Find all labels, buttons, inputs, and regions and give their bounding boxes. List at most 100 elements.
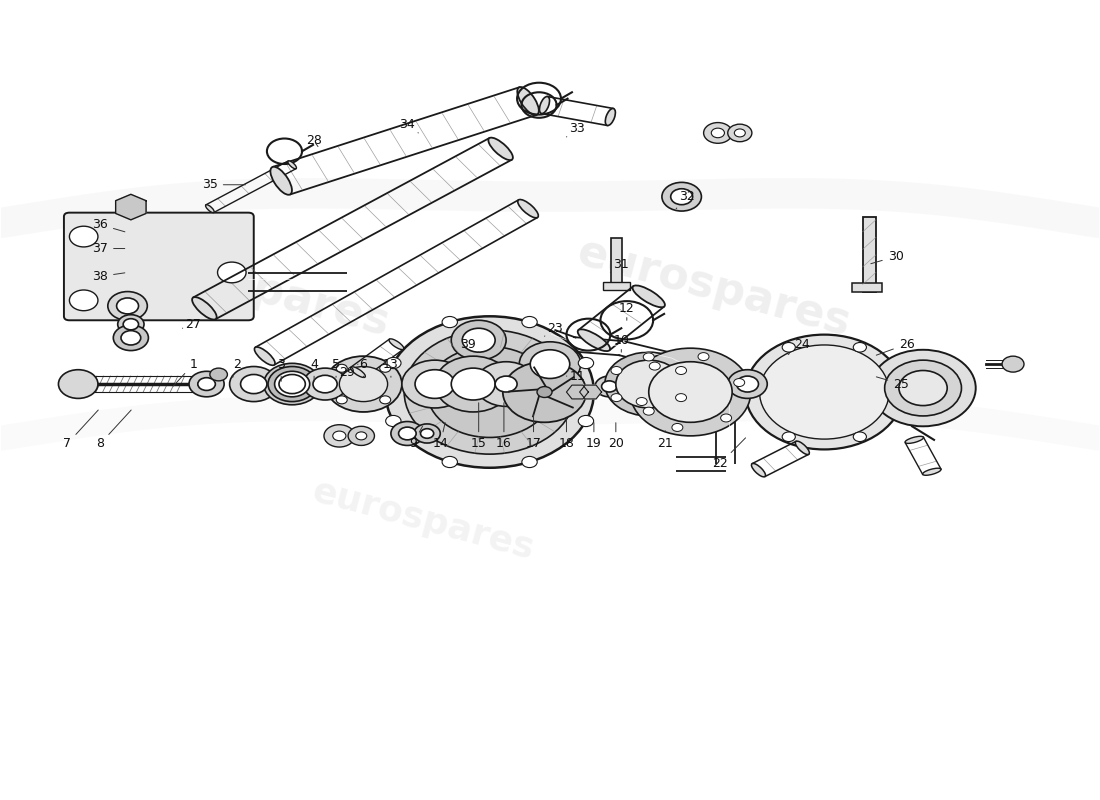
- Text: 26: 26: [877, 338, 914, 355]
- Circle shape: [884, 360, 961, 416]
- Text: 1: 1: [174, 358, 197, 386]
- Text: 37: 37: [92, 242, 124, 255]
- Circle shape: [889, 387, 902, 397]
- Circle shape: [118, 314, 144, 334]
- Ellipse shape: [488, 138, 513, 160]
- Text: 15: 15: [471, 402, 486, 450]
- Circle shape: [404, 330, 575, 454]
- Bar: [603, 282, 630, 290]
- Circle shape: [386, 358, 402, 369]
- Ellipse shape: [288, 161, 297, 169]
- Text: 34: 34: [399, 118, 418, 133]
- Text: 3: 3: [277, 358, 285, 382]
- Circle shape: [402, 360, 468, 408]
- Text: 5: 5: [332, 358, 340, 378]
- Circle shape: [304, 368, 346, 400]
- Circle shape: [442, 457, 458, 467]
- Circle shape: [462, 328, 495, 352]
- Circle shape: [434, 356, 512, 412]
- Ellipse shape: [518, 199, 538, 218]
- Text: 10: 10: [614, 334, 629, 352]
- Circle shape: [630, 348, 751, 436]
- Circle shape: [189, 371, 224, 397]
- Circle shape: [385, 316, 594, 468]
- Text: 31: 31: [610, 258, 629, 273]
- Circle shape: [854, 432, 867, 442]
- Circle shape: [610, 394, 621, 402]
- Circle shape: [415, 370, 454, 398]
- Circle shape: [348, 426, 374, 446]
- Circle shape: [210, 368, 228, 381]
- Circle shape: [616, 360, 682, 408]
- Text: 14: 14: [432, 422, 448, 450]
- Circle shape: [117, 298, 139, 314]
- Bar: [851, 283, 882, 292]
- Text: 30: 30: [871, 250, 903, 264]
- Circle shape: [649, 362, 660, 370]
- Circle shape: [198, 378, 216, 390]
- Text: 13: 13: [383, 358, 399, 378]
- Circle shape: [521, 317, 537, 328]
- Text: 21: 21: [658, 430, 673, 450]
- Text: 8: 8: [96, 410, 131, 450]
- Circle shape: [495, 376, 517, 392]
- Circle shape: [113, 325, 148, 350]
- Circle shape: [324, 425, 354, 447]
- Text: eurospares: eurospares: [572, 231, 855, 346]
- Circle shape: [326, 356, 402, 412]
- Circle shape: [644, 353, 654, 361]
- Ellipse shape: [905, 436, 924, 443]
- Circle shape: [720, 414, 732, 422]
- Text: 28: 28: [306, 134, 322, 147]
- Circle shape: [379, 396, 390, 404]
- Circle shape: [475, 362, 537, 406]
- Circle shape: [728, 370, 768, 398]
- Circle shape: [442, 317, 458, 328]
- Circle shape: [69, 226, 98, 247]
- Circle shape: [698, 353, 710, 361]
- Circle shape: [644, 407, 654, 415]
- Circle shape: [782, 342, 795, 352]
- Ellipse shape: [351, 366, 365, 378]
- Text: 7: 7: [63, 410, 98, 450]
- Text: 35: 35: [202, 178, 245, 191]
- Text: 12: 12: [619, 302, 635, 320]
- Circle shape: [537, 386, 552, 398]
- Circle shape: [746, 334, 903, 450]
- Text: eurospares: eurospares: [309, 474, 538, 566]
- Circle shape: [503, 362, 586, 422]
- Polygon shape: [116, 194, 146, 220]
- Circle shape: [704, 122, 733, 143]
- Ellipse shape: [632, 286, 664, 307]
- Ellipse shape: [923, 468, 942, 475]
- Circle shape: [759, 345, 889, 439]
- Text: 29: 29: [339, 364, 358, 378]
- Circle shape: [782, 432, 795, 442]
- Text: 27: 27: [183, 318, 201, 330]
- Circle shape: [747, 387, 760, 397]
- Text: 16: 16: [496, 402, 512, 450]
- Text: 36: 36: [92, 218, 125, 232]
- Circle shape: [337, 364, 348, 372]
- Text: 18: 18: [559, 418, 574, 450]
- Circle shape: [218, 262, 246, 283]
- Text: 33: 33: [566, 122, 585, 137]
- Text: 38: 38: [92, 270, 124, 283]
- Circle shape: [427, 346, 552, 438]
- Polygon shape: [566, 385, 588, 399]
- Ellipse shape: [605, 109, 615, 126]
- Circle shape: [451, 320, 506, 360]
- Circle shape: [241, 374, 267, 394]
- Text: 11: 11: [566, 370, 585, 382]
- Circle shape: [672, 423, 683, 431]
- Circle shape: [595, 376, 624, 397]
- Text: 17: 17: [526, 414, 541, 450]
- Circle shape: [737, 376, 759, 392]
- Circle shape: [314, 375, 337, 393]
- Circle shape: [230, 366, 278, 402]
- Bar: [612, 238, 623, 290]
- Circle shape: [121, 330, 141, 345]
- Circle shape: [899, 370, 947, 406]
- Circle shape: [264, 363, 321, 405]
- Circle shape: [636, 398, 647, 406]
